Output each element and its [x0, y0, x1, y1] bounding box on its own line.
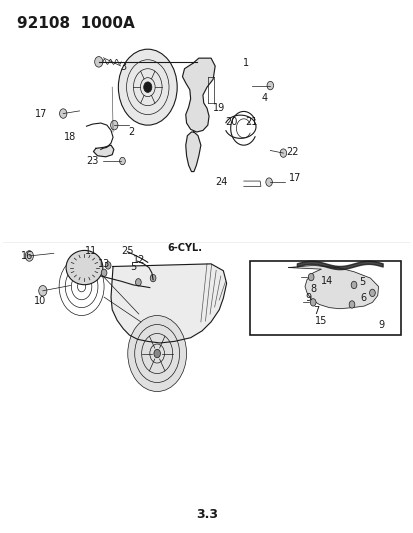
Circle shape — [118, 49, 177, 125]
Text: 8: 8 — [309, 284, 316, 294]
Polygon shape — [93, 145, 114, 157]
Polygon shape — [185, 132, 200, 172]
Circle shape — [110, 120, 118, 130]
Text: 11: 11 — [84, 246, 97, 256]
Text: 6-CYL.: 6-CYL. — [166, 243, 202, 253]
Circle shape — [25, 251, 33, 261]
Text: 12: 12 — [133, 255, 145, 265]
Circle shape — [308, 273, 313, 281]
Circle shape — [350, 281, 356, 289]
Text: 19: 19 — [213, 103, 225, 114]
Text: 9: 9 — [304, 293, 311, 303]
Text: 5: 5 — [130, 262, 136, 271]
Text: 23: 23 — [86, 156, 99, 166]
Text: 10: 10 — [34, 296, 46, 306]
Circle shape — [310, 298, 315, 306]
Ellipse shape — [66, 251, 102, 285]
Polygon shape — [182, 58, 215, 132]
Text: 2: 2 — [128, 127, 134, 137]
Circle shape — [95, 56, 102, 67]
Circle shape — [143, 82, 152, 92]
Text: 25: 25 — [121, 246, 133, 256]
Text: 16: 16 — [21, 251, 33, 261]
Text: 6: 6 — [359, 293, 365, 303]
Text: 13: 13 — [98, 259, 110, 269]
Polygon shape — [111, 264, 226, 343]
Circle shape — [101, 269, 107, 277]
Text: 3: 3 — [120, 62, 126, 72]
Text: 22: 22 — [286, 147, 298, 157]
Text: 92108  1000A: 92108 1000A — [17, 16, 135, 31]
Polygon shape — [288, 265, 377, 309]
Text: 18: 18 — [64, 132, 76, 142]
Circle shape — [150, 274, 156, 282]
Text: 15: 15 — [314, 316, 327, 326]
Circle shape — [128, 316, 186, 392]
Circle shape — [135, 279, 141, 286]
Circle shape — [280, 149, 286, 157]
Text: 3.3: 3.3 — [195, 508, 218, 521]
Text: 21: 21 — [245, 117, 257, 127]
Circle shape — [154, 349, 160, 358]
Circle shape — [119, 157, 125, 165]
Text: 14: 14 — [320, 276, 333, 286]
Circle shape — [265, 178, 272, 187]
Text: 4: 4 — [261, 93, 267, 103]
Bar — [249, 261, 400, 335]
Circle shape — [266, 82, 273, 90]
Text: 17: 17 — [288, 173, 300, 183]
Text: 1: 1 — [242, 59, 248, 68]
Circle shape — [39, 286, 47, 296]
Text: 17: 17 — [35, 109, 47, 118]
Text: 9: 9 — [378, 319, 384, 329]
Text: 24: 24 — [215, 177, 227, 187]
Circle shape — [348, 301, 354, 308]
Text: 5: 5 — [358, 277, 364, 287]
Circle shape — [105, 262, 111, 269]
Text: 7: 7 — [313, 306, 319, 316]
Text: 20: 20 — [225, 117, 237, 127]
Circle shape — [369, 289, 374, 296]
Circle shape — [59, 109, 67, 118]
